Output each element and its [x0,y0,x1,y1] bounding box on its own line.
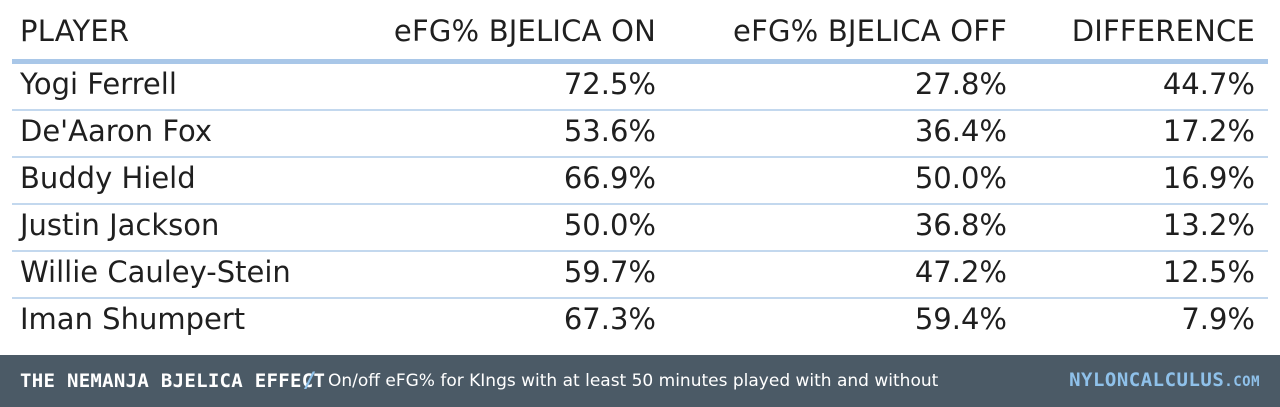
table-row: De'Aaron Fox 53.6% 36.4% 17.2% [0,111,1280,158]
stats-table: PLAYER eFG% BJELICA ON eFG% BJELICA OFF … [0,0,1280,346]
cell-efg-on: 50.0% [563,208,656,242]
cell-player: Buddy Hield [20,161,196,195]
cell-difference: 7.9% [1181,302,1255,336]
cell-difference: 17.2% [1162,114,1255,148]
header-difference: DIFFERENCE [1071,14,1255,48]
cell-efg-on: 67.3% [563,302,656,336]
header-divider [12,59,1268,64]
footer-title: THE NEMANJA BJELICA EFFECT [20,370,326,392]
cell-difference: 44.7% [1162,67,1255,101]
table-header-row: PLAYER eFG% BJELICA ON eFG% BJELICA OFF … [0,0,1280,60]
cell-efg-off: 47.2% [914,255,1007,289]
row-divider [12,250,1268,252]
cell-player: Yogi Ferrell [20,67,177,101]
table-row: Iman Shumpert 67.3% 59.4% 7.9% [0,299,1280,346]
cell-efg-off: 27.8% [914,67,1007,101]
table-row: Willie Cauley-Stein 59.7% 47.2% 12.5% [0,252,1280,299]
footer-bar: THE NEMANJA BJELICA EFFECT / On/off eFG%… [0,355,1280,407]
footer-subtitle: On/off eFG% for KIngs with at least 50 m… [328,371,939,391]
cell-efg-on: 59.7% [563,255,656,289]
header-efg-off: eFG% BJELICA OFF [733,14,1007,48]
cell-player: De'Aaron Fox [20,114,213,148]
cell-difference: 13.2% [1162,208,1255,242]
header-efg-on: eFG% BJELICA ON [393,14,656,48]
footer-separator: / [306,368,314,392]
cell-player: Justin Jackson [20,208,220,242]
brand-name: NYLONCALCULUS [1069,369,1225,391]
row-divider [12,203,1268,205]
row-divider [12,109,1268,111]
cell-difference: 12.5% [1162,255,1255,289]
row-divider [12,297,1268,299]
table-row: Yogi Ferrell 72.5% 27.8% 44.7% [0,64,1280,111]
header-player: PLAYER [20,14,130,48]
table-row: Justin Jackson 50.0% 36.8% 13.2% [0,205,1280,252]
cell-efg-off: 50.0% [914,161,1007,195]
brand-domain: .COM [1224,374,1260,390]
table-row: Buddy Hield 66.9% 50.0% 16.9% [0,158,1280,205]
cell-efg-off: 59.4% [914,302,1007,336]
cell-efg-off: 36.4% [914,114,1007,148]
cell-efg-on: 66.9% [563,161,656,195]
cell-player: Iman Shumpert [20,302,246,336]
cell-efg-on: 72.5% [563,67,656,101]
cell-player: Willie Cauley-Stein [20,255,291,289]
brand-logo: NYLONCALCULUS.COM [1069,369,1260,391]
cell-efg-on: 53.6% [563,114,656,148]
cell-efg-off: 36.8% [914,208,1007,242]
row-divider [12,156,1268,158]
cell-difference: 16.9% [1162,161,1255,195]
